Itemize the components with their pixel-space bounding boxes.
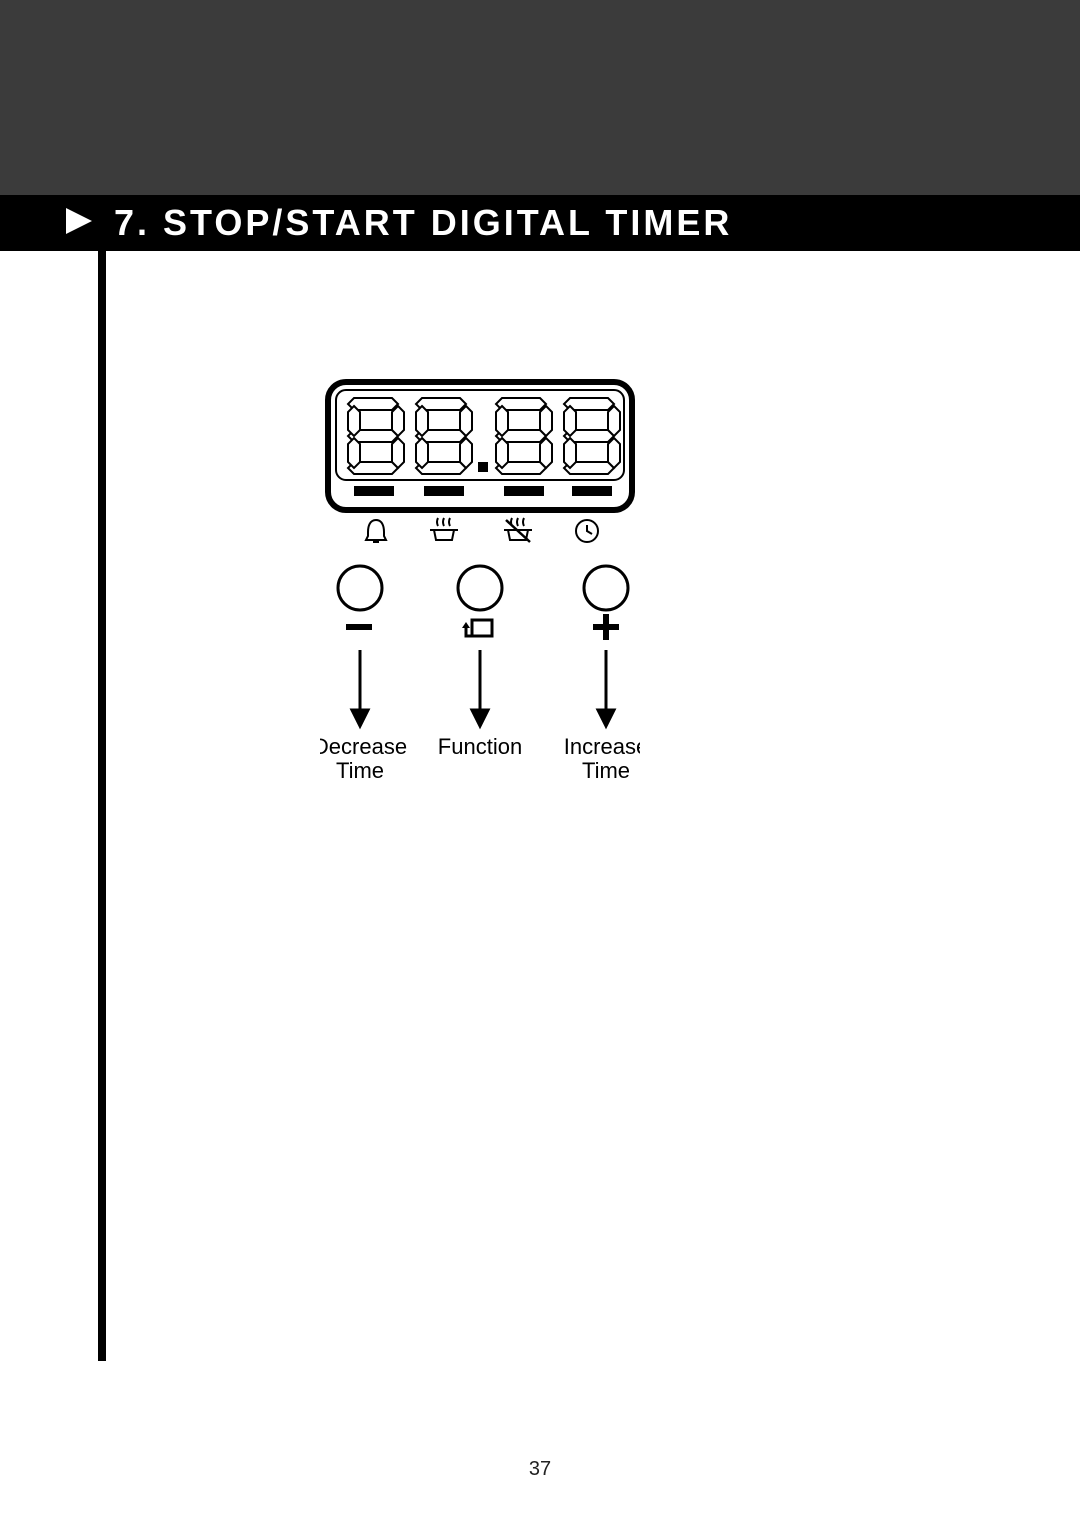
plus-icon — [593, 614, 619, 640]
indicator-bar — [354, 486, 394, 496]
minus-icon — [346, 624, 372, 630]
section-title: 7. STOP/START DIGITAL TIMER — [114, 202, 732, 244]
arrow-down-icon — [598, 710, 614, 726]
indicator-bar — [504, 486, 544, 496]
indicator-bar — [572, 486, 612, 496]
decrease-label-line1: Decrease — [320, 734, 407, 759]
manual-page: 7. STOP/START DIGITAL TIMER — [0, 0, 1080, 1535]
section-title-bar: 7. STOP/START DIGITAL TIMER — [0, 195, 1080, 251]
function-button[interactable] — [458, 566, 502, 610]
title-arrow-icon — [62, 204, 96, 243]
decrease-button[interactable] — [338, 566, 382, 610]
arrow-down-icon — [352, 710, 368, 726]
increase-button[interactable] — [584, 566, 628, 610]
vertical-rule — [98, 251, 106, 1361]
pot-steam-icon — [430, 518, 458, 540]
increase-label-line1: Increase — [564, 734, 640, 759]
top-band — [0, 0, 1080, 195]
page-number: 37 — [0, 1458, 1080, 1481]
increase-label-line2: Time — [582, 758, 630, 783]
indicator-bar — [424, 486, 464, 496]
bell-icon — [366, 520, 386, 542]
function-label-line1: Function — [438, 734, 522, 759]
pot-cross-icon — [504, 518, 532, 542]
cycle-icon — [462, 620, 492, 636]
timer-diagram: Decrease Time Function Increase Time — [320, 378, 640, 778]
arrow-down-icon — [472, 710, 488, 726]
clock-icon — [576, 520, 598, 542]
decrease-label-line2: Time — [336, 758, 384, 783]
